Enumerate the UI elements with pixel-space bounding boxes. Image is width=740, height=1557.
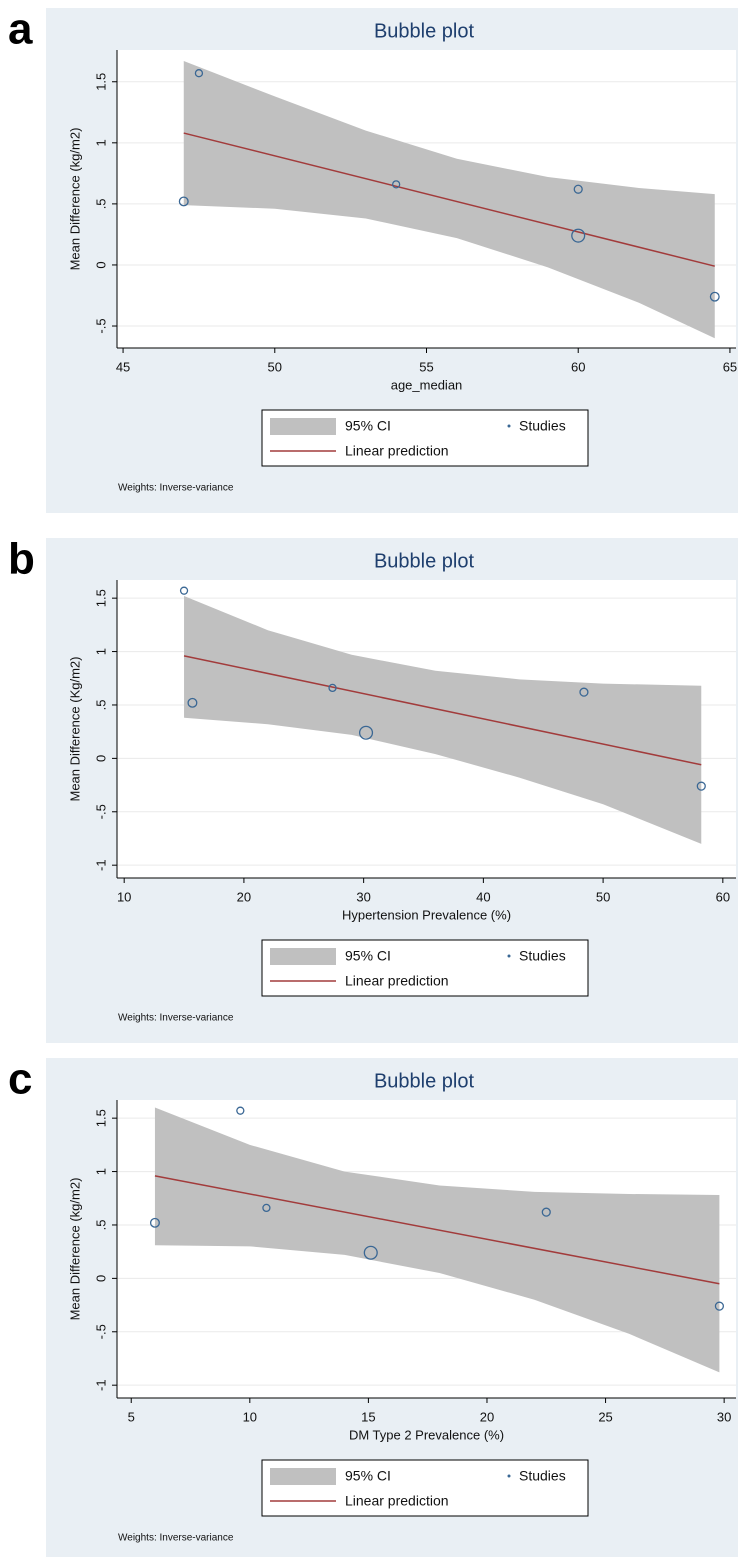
- study-bubble: [392, 180, 401, 189]
- x-tick-label: 10: [243, 1409, 257, 1424]
- prediction-line: [183, 655, 702, 766]
- y-tick-label: -1: [93, 859, 108, 871]
- study-bubble: [328, 683, 337, 693]
- study-bubble: [363, 1245, 378, 1260]
- y-tick-label: .5: [93, 1220, 108, 1231]
- study-bubble: [696, 781, 706, 791]
- legend-label: Linear prediction: [345, 973, 449, 989]
- legend-swatch-ci: [270, 1468, 336, 1485]
- chart-title: Bubble plot: [374, 550, 475, 572]
- legend-swatch-studies: [507, 424, 511, 428]
- y-tick-label: 0: [93, 1275, 108, 1282]
- study-bubble: [709, 291, 720, 302]
- y-tick-label: .5: [93, 700, 108, 711]
- x-tick-label: 10: [117, 889, 131, 904]
- y-axis-label: Mean Difference (kg/m2): [67, 1178, 82, 1321]
- legend-label: Studies: [519, 1468, 566, 1484]
- weights-note: Weights: Inverse-variance: [118, 1533, 234, 1544]
- weights-note: Weights: Inverse-variance: [118, 483, 234, 494]
- study-bubble: [236, 1106, 245, 1115]
- y-tick-label: -.5: [93, 804, 108, 819]
- study-bubble: [571, 228, 586, 243]
- x-tick-label: 5: [128, 1409, 135, 1424]
- y-tick-label: -.5: [93, 318, 108, 333]
- prediction-line: [154, 1175, 720, 1285]
- study-bubble: [579, 687, 589, 697]
- y-tick-label: 1: [93, 1168, 108, 1175]
- legend-swatch-studies: [507, 1474, 511, 1478]
- panel: c Bubble plot -1 -.5 0 .5 1 1.5 5 10 15 20 25 30 DM Ty…: [8, 1055, 738, 1557]
- x-tick-label: 30: [356, 889, 370, 904]
- panel: a Bubble plot -.5 0 .5 1 1.5 45 50 55 60 65 age_medi…: [8, 5, 738, 513]
- legend-swatch-studies: [507, 954, 511, 958]
- y-tick-label: 1: [93, 648, 108, 655]
- x-tick-label: 60: [571, 359, 585, 374]
- x-tick-label: 20: [237, 889, 251, 904]
- x-tick-label: 50: [268, 359, 282, 374]
- legend-label: 95% CI: [345, 1468, 391, 1484]
- y-tick-label: 1: [93, 139, 108, 146]
- y-tick-label: -1: [93, 1379, 108, 1391]
- x-tick-label: 20: [480, 1409, 494, 1424]
- study-bubble: [194, 69, 204, 78]
- x-tick-label: 65: [723, 359, 737, 374]
- x-axis-label: Hypertension Prevalence (%): [342, 907, 511, 922]
- legend-label: 95% CI: [345, 948, 391, 964]
- x-tick-label: 50: [596, 889, 610, 904]
- y-tick-label: 0: [93, 261, 108, 268]
- y-tick-label: 0: [93, 755, 108, 762]
- panel: b Bubble plot -1 -.5 0 .5 1 1.5 10 20 30 40 50 60 Hype…: [8, 535, 738, 1043]
- x-tick-label: 40: [476, 889, 490, 904]
- prediction-line: [183, 132, 715, 267]
- x-tick-label: 15: [361, 1409, 375, 1424]
- legend-label: Linear prediction: [345, 443, 449, 459]
- y-tick-label: .5: [93, 198, 108, 209]
- chart-title: Bubble plot: [374, 1070, 475, 1092]
- legend-swatch-ci: [270, 418, 336, 435]
- y-tick-label: 1.5: [93, 589, 108, 607]
- x-axis-label: age_median: [391, 377, 463, 392]
- y-tick-label: 1.5: [93, 1109, 108, 1127]
- study-bubble: [541, 1207, 551, 1217]
- study-bubble: [178, 196, 189, 207]
- chart-title: Bubble plot: [374, 20, 475, 42]
- x-tick-label: 45: [116, 359, 130, 374]
- study-bubble: [262, 1203, 271, 1213]
- panel-letter: a: [8, 5, 33, 54]
- legend-label: Linear prediction: [345, 1493, 449, 1509]
- legend-swatch-ci: [270, 948, 336, 965]
- x-axis-label: DM Type 2 Prevalence (%): [349, 1427, 504, 1442]
- x-tick-label: 25: [598, 1409, 612, 1424]
- ci-band: [154, 1107, 720, 1373]
- y-axis-label: Mean Difference (Kg/m2): [67, 657, 82, 802]
- legend-label: 95% CI: [345, 418, 391, 434]
- panel-letter: b: [8, 535, 35, 584]
- panel-letter: c: [8, 1055, 32, 1104]
- y-axis-label: Mean Difference (kg/m2): [67, 128, 82, 271]
- study-bubble: [358, 725, 374, 740]
- study-bubble: [573, 184, 583, 194]
- legend-label: Studies: [519, 418, 566, 434]
- study-bubble: [179, 586, 189, 595]
- legend-label: Studies: [519, 948, 566, 964]
- y-tick-label: 1.5: [93, 73, 108, 91]
- weights-note: Weights: Inverse-variance: [118, 1013, 234, 1024]
- ci-band: [184, 596, 702, 844]
- x-tick-label: 55: [419, 359, 433, 374]
- study-bubble: [187, 697, 198, 708]
- study-bubble: [714, 1301, 724, 1311]
- y-tick-label: -.5: [93, 1324, 108, 1339]
- study-bubble: [149, 1217, 160, 1228]
- x-tick-label: 60: [716, 889, 730, 904]
- x-tick-label: 30: [717, 1409, 731, 1424]
